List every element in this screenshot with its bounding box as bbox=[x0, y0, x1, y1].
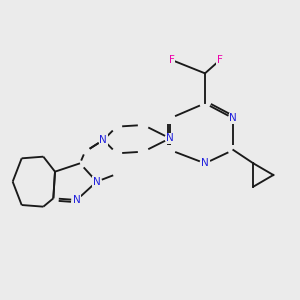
Text: N: N bbox=[201, 158, 209, 168]
Text: N: N bbox=[100, 135, 107, 145]
Text: N: N bbox=[230, 113, 237, 123]
Text: N: N bbox=[166, 133, 174, 143]
Text: F: F bbox=[217, 55, 223, 65]
Text: F: F bbox=[169, 55, 175, 65]
Text: N: N bbox=[93, 177, 101, 187]
Text: N: N bbox=[73, 195, 80, 205]
